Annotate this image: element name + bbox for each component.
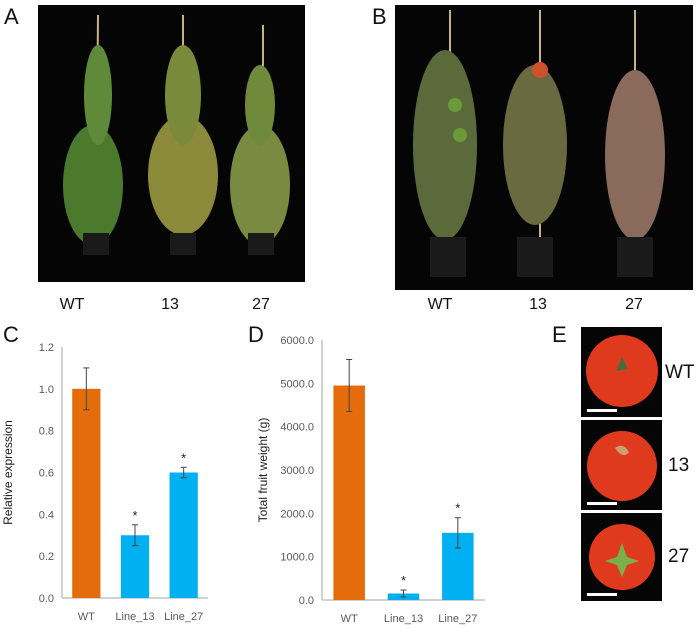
y-tick-label: 1.2 bbox=[39, 342, 54, 354]
x-tick-label: Line_27 bbox=[438, 613, 477, 625]
y-tick-label: 0.4 bbox=[39, 509, 54, 521]
plant-27 bbox=[605, 10, 665, 277]
plants-image-b bbox=[413, 10, 665, 277]
tomato-photo-wt bbox=[581, 327, 662, 417]
y-tick-label: 3000.0 bbox=[280, 465, 314, 477]
label-a-27: 27 bbox=[252, 296, 270, 313]
chart-d-fruit-weight: 0.0 1000.0 2000.0 3000.0 4000.0 5000.0 6000.0 T… bbox=[256, 335, 485, 625]
significance-marker: * bbox=[181, 450, 186, 465]
bar-line_27 bbox=[169, 472, 198, 598]
x-tick-label: Line_13 bbox=[115, 611, 154, 623]
label-b-13: 13 bbox=[529, 296, 547, 313]
x-tick-label: WT bbox=[78, 611, 95, 623]
bar-wt bbox=[72, 388, 101, 598]
tomato-photo-13 bbox=[581, 420, 662, 510]
panel-letter-a: A bbox=[4, 4, 19, 29]
panel-letter-e: E bbox=[552, 322, 567, 347]
plant-wt bbox=[63, 14, 123, 255]
tomato-photo-27 bbox=[581, 513, 662, 601]
y-tick-label: 1.0 bbox=[39, 384, 54, 396]
y-tick-label: 0.8 bbox=[39, 426, 54, 438]
y-axis-label: Relative expression bbox=[1, 420, 15, 525]
y-tick-label: 6000.0 bbox=[280, 335, 314, 347]
y-tick-label: 4000.0 bbox=[280, 422, 314, 434]
plant-13 bbox=[503, 10, 567, 277]
x-tick-label: Line_27 bbox=[164, 611, 203, 623]
x-tick-label: WT bbox=[341, 613, 358, 625]
significance-marker: * bbox=[401, 573, 406, 588]
plant-27 bbox=[230, 25, 290, 255]
plant-13 bbox=[148, 15, 218, 255]
label-b-wt: WT bbox=[427, 296, 453, 313]
significance-marker: * bbox=[455, 501, 460, 516]
plant-wt bbox=[413, 10, 477, 277]
photo-panel-a-plants bbox=[38, 5, 305, 282]
bar-wt bbox=[333, 385, 365, 600]
y-tick-label: 0.0 bbox=[39, 593, 54, 605]
y-tick-label: 0.2 bbox=[39, 551, 54, 563]
label-e-27: 27 bbox=[668, 546, 690, 567]
y-axis-label: Total fruit weight (g) bbox=[256, 418, 270, 523]
panel-letter-b: B bbox=[372, 4, 387, 29]
chart-c-relative-expression: 0.0 0.2 0.4 0.6 0.8 1.0 1.2 Relative expression… bbox=[1, 342, 208, 623]
label-e-13: 13 bbox=[668, 455, 690, 476]
plants-image-a bbox=[63, 14, 290, 255]
y-tick-label: 0.6 bbox=[39, 468, 54, 480]
label-a-wt: WT bbox=[59, 296, 85, 313]
y-tick-label: 2000.0 bbox=[280, 508, 314, 520]
y-tick-label: 1000.0 bbox=[280, 552, 314, 564]
panel-letter-c: C bbox=[3, 322, 19, 347]
label-a-13: 13 bbox=[161, 296, 179, 313]
x-tick-label: Line_13 bbox=[384, 613, 423, 625]
photo-panel-b-plants bbox=[395, 5, 693, 290]
y-tick-label: 5000.0 bbox=[280, 378, 314, 390]
panel-letter-d: D bbox=[248, 322, 264, 347]
y-tick-label: 0.0 bbox=[299, 595, 314, 607]
label-e-wt: WT bbox=[665, 362, 695, 383]
significance-marker: * bbox=[132, 508, 137, 523]
label-b-27: 27 bbox=[625, 296, 643, 313]
